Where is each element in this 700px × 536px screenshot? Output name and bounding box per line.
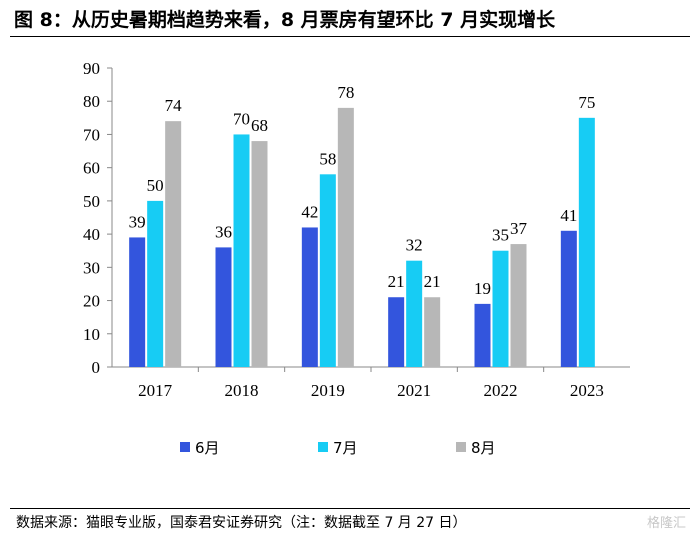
figure-title: 图 8：从历史暑期档趋势来看，8 月票房有望环比 7 月实现增长	[14, 9, 556, 31]
data-label: 41	[560, 206, 577, 225]
x-tick-label: 2019	[311, 381, 345, 400]
data-label: 21	[388, 272, 405, 291]
data-label: 68	[251, 116, 268, 135]
bar-series	[129, 107, 595, 368]
x-tick-label: 2022	[484, 381, 518, 400]
bar	[147, 200, 164, 367]
data-label: 32	[406, 236, 423, 255]
title-divider	[10, 36, 690, 37]
data-label: 58	[319, 149, 336, 168]
data-label: 36	[215, 222, 232, 241]
y-axis: 0 10 20 30 40 50 60 70 80 90	[83, 59, 113, 377]
source-divider	[10, 508, 690, 509]
data-label: 75	[578, 93, 595, 112]
bar	[251, 141, 268, 367]
legend-label: 7月	[333, 439, 358, 457]
legend-swatch	[456, 442, 466, 452]
x-tick-label: 2021	[397, 381, 431, 400]
legend-label: 8月	[471, 439, 496, 457]
x-tick-label: 2017	[138, 381, 173, 400]
data-label: 19	[474, 279, 491, 298]
watermark: 格隆汇	[646, 516, 686, 531]
bar	[319, 174, 336, 367]
y-tick-label: 80	[83, 92, 100, 111]
x-axis: 2017 2018 2019 2021 2022 2023	[112, 366, 630, 400]
data-label: 39	[129, 212, 146, 231]
bar	[388, 297, 405, 367]
bar	[578, 117, 595, 367]
bar	[337, 107, 354, 367]
y-tick-label: 50	[83, 192, 100, 211]
y-tick-label: 40	[83, 225, 100, 244]
data-label: 37	[510, 219, 528, 238]
source-note: 数据来源：猫眼专业版，国泰君安证券研究（注：数据截至 7 月 27 日）	[16, 515, 467, 531]
data-label: 78	[337, 83, 354, 102]
bar	[560, 230, 577, 367]
data-label: 35	[492, 226, 509, 245]
bar	[474, 303, 491, 367]
bar	[233, 134, 250, 367]
data-label: 42	[301, 202, 318, 221]
bar	[492, 250, 509, 367]
bar	[424, 297, 441, 367]
y-tick-label: 30	[83, 258, 100, 277]
data-label: 21	[424, 272, 441, 291]
bar	[165, 121, 182, 368]
y-tick-label: 0	[92, 358, 101, 377]
bar	[406, 260, 423, 367]
legend-swatch	[318, 442, 328, 452]
bar	[129, 237, 146, 367]
bar	[510, 244, 527, 367]
legend-swatch	[180, 442, 190, 452]
y-tick-label: 10	[83, 325, 100, 344]
y-tick-label: 20	[83, 292, 100, 311]
bar	[215, 247, 232, 367]
legend: 6月 7月 8月	[180, 439, 496, 457]
y-tick-label: 90	[83, 59, 100, 78]
y-tick-label: 70	[83, 125, 100, 144]
y-tick-label: 60	[83, 159, 100, 178]
bar-chart: 0 10 20 30 40 50 60 70 80 90 2017 2018 2019 2021 2022…	[83, 59, 630, 457]
legend-label: 6月	[195, 439, 220, 457]
bar	[301, 227, 318, 367]
data-label: 70	[233, 109, 250, 128]
data-label: 50	[147, 176, 164, 195]
x-tick-label: 2023	[570, 381, 604, 400]
x-tick-label: 2018	[225, 381, 259, 400]
data-label: 74	[165, 96, 183, 115]
